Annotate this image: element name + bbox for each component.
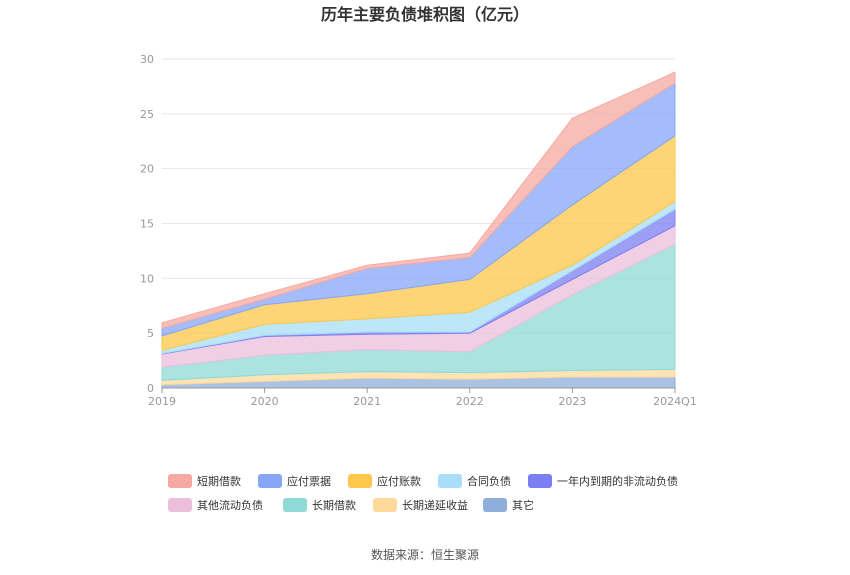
x-tick-label: 2024Q1 <box>653 395 697 408</box>
x-tick-label: 2022 <box>456 395 484 408</box>
legend-swatch <box>168 474 192 488</box>
y-tick-label: 30 <box>140 53 154 66</box>
y-tick-label: 5 <box>147 327 154 340</box>
legend-label: 其他流动负债 <box>197 498 263 512</box>
x-tick-label: 2020 <box>251 395 279 408</box>
legend-label: 合同负债 <box>467 474 511 488</box>
plot-area <box>161 71 676 389</box>
x-tick-label: 2019 <box>148 395 176 408</box>
y-tick-label: 10 <box>140 272 154 285</box>
axes: 0 5 10 15 20 25 30 2019 2020 2021 2022 2023 2024Q1 <box>140 53 697 408</box>
y-tick-label: 15 <box>140 218 154 231</box>
x-tick-label: 2021 <box>353 395 381 408</box>
legend-label: 一年内到期的非流动负债 <box>557 474 678 488</box>
legend-label: 短期借款 <box>197 474 241 488</box>
y-tick-label: 0 <box>147 382 154 395</box>
chart-title: 历年主要负债堆积图（亿元） <box>321 5 529 24</box>
x-tick-label: 2023 <box>558 395 586 408</box>
legend-label: 应付票据 <box>287 474 331 488</box>
legend-swatch <box>373 498 397 512</box>
legend-swatch <box>438 474 462 488</box>
legend-swatch <box>528 474 552 488</box>
y-tick-label: 25 <box>140 108 154 121</box>
legend-swatch <box>258 474 282 488</box>
legend-swatch <box>483 498 507 512</box>
legend-swatch <box>168 498 192 512</box>
y-tick-label: 20 <box>140 163 154 176</box>
legend-swatch <box>348 474 372 488</box>
area-series-8 <box>161 71 676 329</box>
legend-label: 应付账款 <box>377 474 421 488</box>
legend-swatch <box>283 498 307 512</box>
legend-label: 其它 <box>512 498 534 512</box>
legend-label: 长期借款 <box>312 498 356 512</box>
legend-label: 长期递延收益 <box>402 498 468 512</box>
data-source: 数据来源：恒生聚源 <box>371 547 479 562</box>
